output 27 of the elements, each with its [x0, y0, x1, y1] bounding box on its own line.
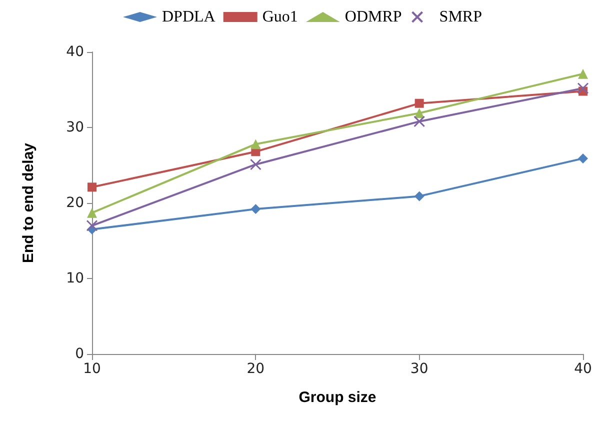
y-tick-label: 0 [75, 346, 84, 362]
y-tick-label: 20 [66, 195, 84, 211]
legend-label: ODMRP [344, 8, 402, 26]
x-axis-title: Group size [298, 389, 376, 406]
y-tick-label: 30 [66, 120, 84, 136]
y-tick-label: 40 [66, 44, 84, 60]
point [88, 182, 96, 192]
point [87, 208, 97, 218]
legend-label: Guo1 [262, 8, 298, 26]
point [86, 220, 98, 232]
point [414, 191, 424, 202]
point [250, 158, 262, 170]
point [577, 82, 589, 94]
legend-label: SMRP [439, 8, 482, 26]
legend-label: DPDLA [162, 8, 216, 26]
point [250, 204, 261, 214]
y-tick-label: 10 [66, 270, 84, 286]
x-tick-label: 20 [246, 361, 265, 377]
y-axis-title: End to end delay [20, 142, 37, 264]
point [414, 116, 426, 128]
x-tick-label: 40 [574, 361, 592, 377]
point [250, 139, 261, 150]
point [414, 98, 424, 108]
point [578, 153, 588, 164]
x-tick-label: 10 [83, 361, 101, 377]
point [578, 68, 588, 79]
x-tick-label: 30 [410, 361, 428, 377]
